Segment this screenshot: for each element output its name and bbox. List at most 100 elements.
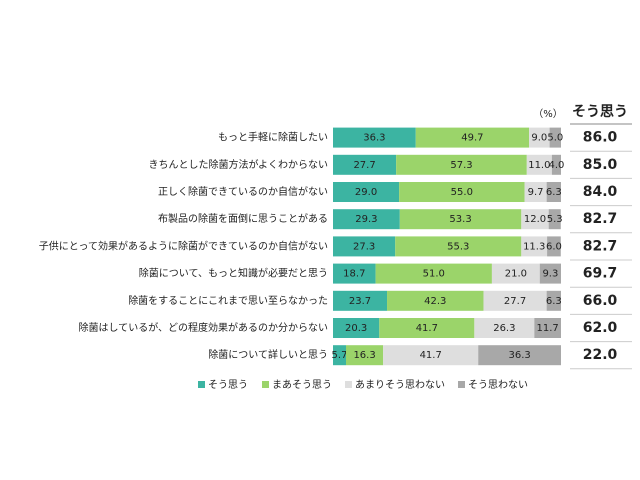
bar-segment [399, 182, 525, 202]
value-label: 6.0 [546, 241, 562, 252]
value-label: 6.3 [546, 296, 562, 307]
bar-segment [387, 290, 484, 311]
category-label: 除菌はしているが、どの程度効果があるのか分からない [79, 321, 329, 334]
legend-label: そう思う [208, 379, 248, 391]
bar-segment [539, 263, 561, 284]
category-label: もっと手軽に除菌したい [218, 131, 328, 144]
bar-segment [521, 209, 549, 230]
value-label: 4.0 [548, 160, 564, 171]
value-label: 9.3 [542, 269, 558, 280]
bar-segment [333, 345, 346, 366]
legend-swatch [458, 381, 465, 388]
value-label: 27.7 [353, 160, 375, 171]
bar-segment [474, 318, 535, 338]
total-value: 69.7 [583, 266, 618, 282]
value-label: 41.7 [416, 323, 438, 334]
bar-segment [526, 154, 552, 175]
value-label: 21.0 [505, 269, 527, 280]
bar-segment [529, 127, 550, 148]
value-label: 36.3 [508, 350, 530, 361]
total-value: 82.7 [583, 238, 618, 254]
value-label: 23.7 [349, 296, 371, 307]
legend-swatch [262, 381, 269, 388]
bar-segment [383, 345, 479, 366]
bar-segment [379, 318, 475, 338]
bar-segment [333, 263, 376, 284]
bar-segment [333, 209, 400, 230]
value-label: 5.3 [547, 214, 563, 225]
total-value: 66.0 [583, 293, 618, 309]
value-label: 18.7 [343, 269, 365, 280]
bar-segment [546, 182, 561, 202]
bar-segment [521, 236, 548, 257]
total-value: 22.0 [583, 347, 618, 363]
category-label: 正しく除菌できているのか自信がない [158, 185, 328, 198]
legend-label: あまりそう思わない [355, 379, 445, 391]
legend-label: そう思わない [468, 379, 528, 391]
bar-segment [548, 209, 561, 230]
value-label: 27.7 [504, 296, 526, 307]
value-label: 53.3 [449, 214, 471, 225]
value-label: 42.3 [424, 296, 446, 307]
total-value: 86.0 [583, 130, 618, 146]
category-label: きちんとした除菌方法がよくわからない [149, 158, 329, 171]
bar-segment [415, 127, 530, 148]
total-value: 82.7 [583, 211, 618, 227]
bar-segment [333, 236, 396, 257]
value-label: 55.0 [451, 187, 473, 198]
total-header: そう思う [572, 104, 628, 120]
category-label: 除菌について詳しいと思う [208, 348, 328, 361]
value-label: 41.7 [420, 350, 442, 361]
value-label: 20.3 [345, 323, 367, 334]
value-label: 36.3 [363, 133, 385, 144]
category-label: 子供にとって効果があるように除菌ができているのか自信がない [39, 239, 328, 252]
bar-segment [547, 236, 561, 257]
legend-label: まあそう思う [272, 379, 332, 391]
value-label: 5.0 [547, 133, 563, 144]
total-value: 84.0 [583, 184, 618, 200]
value-label: 27.3 [353, 241, 375, 252]
value-label: 29.3 [355, 214, 377, 225]
value-label: 12.0 [524, 214, 546, 225]
bar-segment [396, 154, 527, 175]
value-label: 26.3 [493, 323, 515, 334]
bar-segment [478, 345, 561, 366]
value-label: 29.0 [355, 187, 377, 198]
bar-segment [333, 318, 380, 338]
legend-swatch [345, 381, 352, 388]
value-label: 11.7 [537, 323, 559, 334]
bar-segment [524, 182, 547, 202]
bar-segment [395, 236, 522, 257]
value-label: 9.7 [528, 187, 544, 198]
bar-segment [375, 263, 492, 284]
value-label: 11.3 [523, 241, 545, 252]
bar-segment [546, 290, 561, 311]
value-label: 5.7 [332, 350, 348, 361]
value-label: 11.0 [528, 160, 550, 171]
bar-segment [549, 127, 561, 148]
bar-segment [333, 182, 400, 202]
value-label: 51.0 [423, 269, 445, 280]
value-label: 16.3 [353, 350, 375, 361]
bar-segment [483, 290, 547, 311]
total-value: 62.0 [583, 320, 618, 336]
bar-segment [399, 209, 522, 230]
unit-label: （%） [533, 108, 563, 120]
bar-segment [333, 290, 388, 311]
bar-segment [491, 263, 540, 284]
value-label: 55.3 [447, 241, 469, 252]
value-label: 49.7 [461, 133, 483, 144]
value-label: 57.3 [450, 160, 472, 171]
category-label: 布製品の除菌を面倒に思うことがある [158, 212, 328, 225]
bar-segment [551, 154, 561, 175]
bar-segment [333, 127, 416, 148]
category-label: 除菌について、もっと知識が必要だと思う [139, 267, 328, 280]
total-value: 85.0 [583, 157, 618, 173]
value-label: 6.3 [546, 187, 562, 198]
legend-swatch [198, 381, 205, 388]
category-label: 除菌をすることにこれまで思い至らなかった [128, 294, 328, 307]
bar-segment [534, 318, 561, 338]
value-label: 9.0 [531, 133, 547, 144]
bar-segment [333, 154, 397, 175]
